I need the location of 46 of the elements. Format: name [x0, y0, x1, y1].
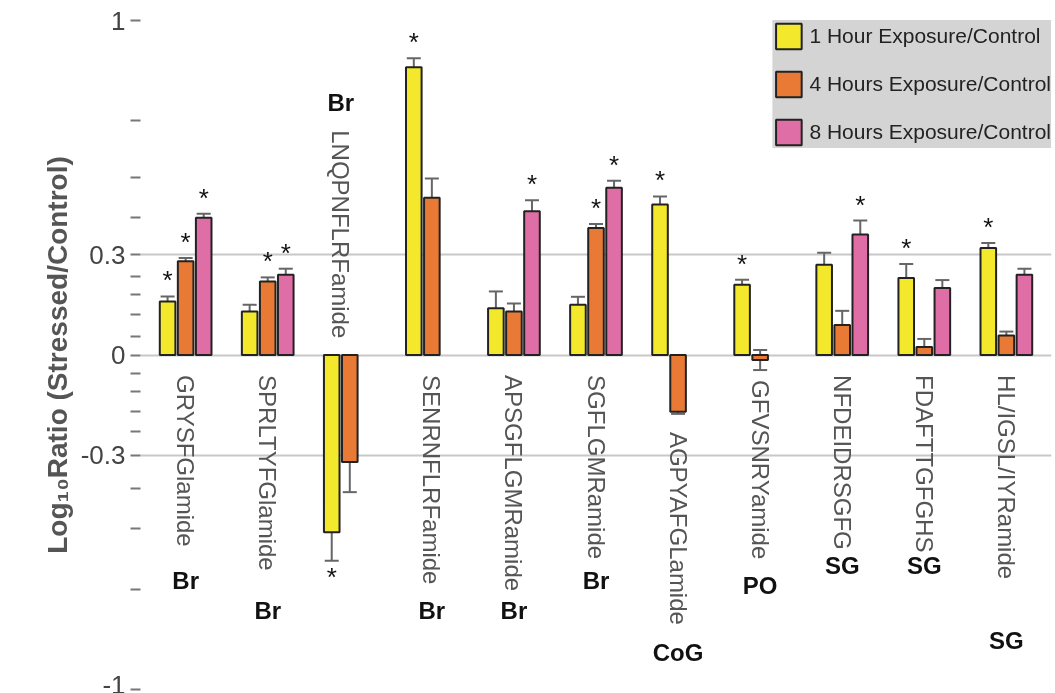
data-label: *	[198, 182, 209, 213]
data-label: *	[983, 211, 994, 242]
data-label: *	[609, 149, 620, 180]
x-tick-label: SPRLTYFGlamide	[254, 375, 282, 571]
legend-label: 8 Hours Exposure/Control	[809, 119, 1051, 145]
data-label: *	[737, 248, 748, 279]
annotation: Br	[500, 597, 528, 625]
x-tick-label: LNQPNFLRFamide	[327, 130, 355, 339]
y-axis-title: Log₁₀Ratio (Stressed/Control)	[41, 156, 73, 554]
data-label: *	[162, 265, 173, 296]
x-tick-label: HL/IGSL/IYRamide	[992, 375, 1020, 580]
x-tick-label: AGPYAFGLamide	[664, 431, 692, 625]
x-tick-label: APSGFLGMRamide	[500, 375, 528, 592]
annotation: SG	[824, 551, 860, 579]
data-label: *	[408, 27, 419, 58]
data-label: *	[180, 226, 191, 257]
y-tick-label: -0.3	[80, 440, 126, 471]
annotation: Br	[254, 597, 282, 625]
legend-label: 1 Hour Exposure/Control	[809, 23, 1041, 49]
legend-label: 4 Hours Exposure/Control	[809, 71, 1051, 97]
data-label: *	[855, 189, 866, 220]
x-tick-label: SGFLGMRamide	[582, 375, 610, 560]
annotation: SG	[989, 627, 1024, 655]
data-label: *	[280, 237, 291, 268]
data-label: *	[262, 246, 273, 277]
data-label: *	[326, 561, 337, 592]
annotation: CoG	[652, 638, 704, 666]
data-label: *	[590, 192, 602, 223]
x-tick-label: GRYSFGlamide	[172, 375, 200, 547]
annotation: PO	[742, 572, 778, 600]
y-tick-label: 0.3	[89, 239, 126, 270]
x-tick-label: NFDEIDRSGFG	[828, 375, 856, 550]
annotation: SG	[906, 551, 942, 579]
y-tick-label: -1	[102, 669, 126, 693]
y-tick-label: 1	[111, 5, 126, 36]
annotation: Br	[418, 597, 446, 625]
annotation: Br	[327, 89, 355, 117]
x-tick-label: FDAFTTGFGHS	[910, 375, 938, 553]
x-tick-label: GFVSNRYamide	[746, 380, 774, 560]
data-label: *	[526, 169, 538, 200]
x-tick-label: SENRNFLRFamide	[418, 375, 446, 585]
data-label: *	[901, 233, 912, 264]
annotation: Br	[582, 567, 610, 595]
y-tick-label: 0	[111, 340, 126, 370]
annotation: Br	[172, 567, 199, 595]
data-label: *	[654, 165, 666, 196]
